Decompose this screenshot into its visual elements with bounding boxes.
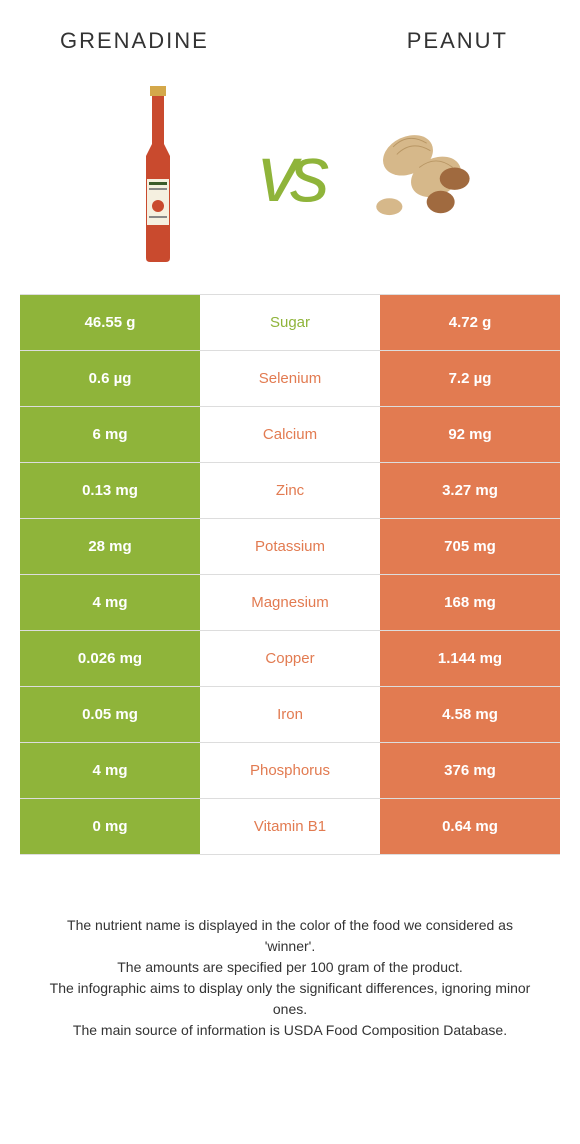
left-value-cell: 0.05 mg: [20, 687, 200, 742]
right-value-cell: 7.2 µg: [380, 351, 560, 406]
footnote-line: The nutrient name is displayed in the co…: [40, 915, 540, 957]
footnotes: The nutrient name is displayed in the co…: [0, 855, 580, 1041]
nutrient-row: 28 mgPotassium705 mg: [20, 519, 560, 575]
nutrient-label-cell: Zinc: [200, 463, 380, 518]
nutrient-label-cell: Magnesium: [200, 575, 380, 630]
footnote-line: The amounts are specified per 100 gram o…: [40, 957, 540, 978]
right-value-cell: 0.64 mg: [380, 799, 560, 854]
left-value-cell: 0.13 mg: [20, 463, 200, 518]
right-value-cell: 4.58 mg: [380, 687, 560, 742]
nutrient-table: 46.55 gSugar4.72 g0.6 µgSelenium7.2 µg6 …: [20, 294, 560, 855]
nutrient-row: 0.6 µgSelenium7.2 µg: [20, 351, 560, 407]
nutrient-row: 4 mgPhosphorus376 mg: [20, 743, 560, 799]
nutrient-label-cell: Sugar: [200, 295, 380, 350]
images-row: vs: [0, 64, 580, 294]
nutrient-row: 4 mgMagnesium168 mg: [20, 575, 560, 631]
nutrient-label-cell: Phosphorus: [200, 743, 380, 798]
peanut-icon: [352, 109, 492, 239]
nutrient-row: 0.05 mgIron4.58 mg: [20, 687, 560, 743]
nutrient-row: 6 mgCalcium92 mg: [20, 407, 560, 463]
right-food-title: Peanut: [407, 28, 508, 54]
left-value-cell: 0 mg: [20, 799, 200, 854]
footnote-line: The main source of information is USDA F…: [40, 1020, 540, 1041]
left-value-cell: 46.55 g: [20, 295, 200, 350]
right-value-cell: 376 mg: [380, 743, 560, 798]
nutrient-label-cell: Selenium: [200, 351, 380, 406]
left-value-cell: 0.6 µg: [20, 351, 200, 406]
footnote-line: The infographic aims to display only the…: [40, 978, 540, 1020]
nutrient-label-cell: Copper: [200, 631, 380, 686]
left-food-title: Grenadine: [60, 28, 209, 54]
nutrient-row: 0 mgVitamin B10.64 mg: [20, 799, 560, 855]
nutrient-label-cell: Potassium: [200, 519, 380, 574]
right-value-cell: 3.27 mg: [380, 463, 560, 518]
nutrient-label-cell: Calcium: [200, 407, 380, 462]
header-row: Grenadine Peanut: [0, 0, 580, 64]
right-value-cell: 4.72 g: [380, 295, 560, 350]
right-value-cell: 705 mg: [380, 519, 560, 574]
right-value-cell: 92 mg: [380, 407, 560, 462]
left-value-cell: 28 mg: [20, 519, 200, 574]
left-value-cell: 4 mg: [20, 743, 200, 798]
grenadine-bottle-icon: [128, 84, 188, 264]
right-food-image: [352, 84, 492, 264]
right-value-cell: 168 mg: [380, 575, 560, 630]
left-value-cell: 6 mg: [20, 407, 200, 462]
nutrient-row: 0.13 mgZinc3.27 mg: [20, 463, 560, 519]
nutrient-row: 0.026 mgCopper1.144 mg: [20, 631, 560, 687]
nutrient-label-cell: Iron: [200, 687, 380, 742]
nutrient-label-cell: Vitamin B1: [200, 799, 380, 854]
nutrient-row: 46.55 gSugar4.72 g: [20, 295, 560, 351]
right-value-cell: 1.144 mg: [380, 631, 560, 686]
left-value-cell: 4 mg: [20, 575, 200, 630]
left-value-cell: 0.026 mg: [20, 631, 200, 686]
left-food-image: [88, 84, 228, 264]
vs-label: vs: [258, 128, 322, 220]
